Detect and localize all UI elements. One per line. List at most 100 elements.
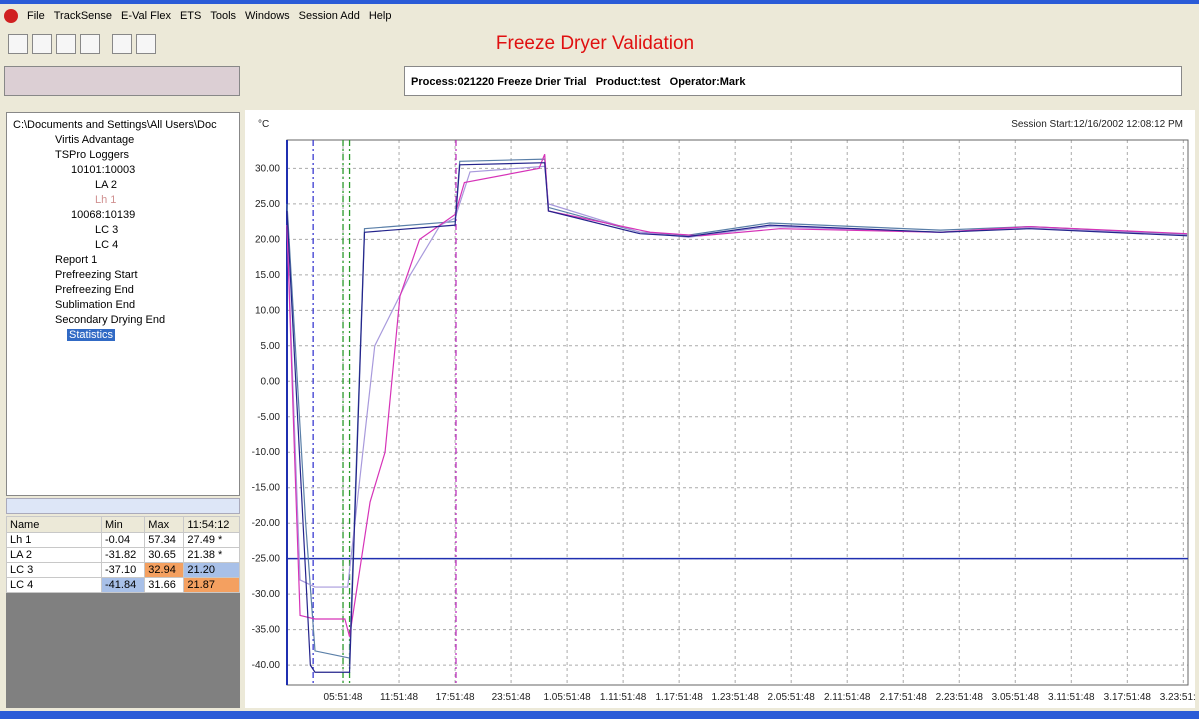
cell: LA 2 (6, 547, 102, 563)
cell: LC 4 (6, 577, 102, 593)
cell: 32.94 (144, 562, 185, 578)
unit-label: °C (258, 119, 269, 130)
tree-item[interactable]: Lh 1 (95, 194, 117, 206)
process: Process:021220 Freeze Drier Trial (411, 76, 587, 88)
cell: -31.82 (100, 547, 146, 563)
cell: -0.04 (100, 532, 146, 548)
tool-button[interactable] (32, 34, 52, 54)
series-line (286, 162, 1188, 673)
x-tick-label: 17:51:48 (436, 692, 475, 703)
tree-panel: C:\Documents and Settings\All Users\Doc … (6, 112, 240, 496)
y-tick-label: -15.00 (252, 483, 281, 494)
series-line (286, 153, 1188, 637)
series-line (286, 165, 1188, 588)
menu-item[interactable]: Windows (245, 10, 290, 22)
tree-item[interactable]: Prefreezing End (55, 284, 134, 296)
y-tick-label: -25.00 (252, 554, 281, 565)
cell: Lh 1 (6, 532, 102, 548)
cell: -41.84 (100, 577, 146, 593)
x-tick-label: 3.05:51:48 (992, 692, 1040, 703)
menu-item[interactable]: Session Add (298, 10, 360, 22)
y-tick-label: 10.00 (255, 305, 280, 316)
tool-button[interactable] (80, 34, 100, 54)
tree-item[interactable]: LA 2 (95, 179, 118, 191)
y-tick-label: 0.00 (261, 376, 281, 387)
y-tick-label: 5.00 (261, 341, 281, 352)
x-tick-label: 05:51:48 (324, 692, 363, 703)
tree-item[interactable]: Virtis Advantage (55, 134, 135, 146)
cell: 21.20 (183, 562, 240, 578)
x-tick-label: 11:51:48 (380, 692, 419, 703)
plot-frame (286, 139, 1189, 686)
x-tick-label: 2.23:51:48 (936, 692, 984, 703)
tool-button[interactable] (56, 34, 76, 54)
tree-item[interactable]: LC 4 (95, 239, 119, 251)
tree-item[interactable]: Statistics (67, 329, 116, 341)
tree-item[interactable]: 10101:10003 (71, 164, 136, 176)
cell: 57.34 (144, 532, 185, 548)
menu-item[interactable]: ETS (179, 10, 202, 22)
menu-item[interactable]: File (27, 10, 45, 22)
product: Product:test (595, 76, 661, 88)
menu-item[interactable]: Tools (210, 10, 237, 22)
cell: -37.10 (100, 562, 146, 578)
header-cell: Max (144, 516, 185, 533)
y-tick-label: -10.00 (252, 447, 281, 458)
tree-item[interactable]: 10068:10139 (71, 209, 136, 221)
tree-item[interactable]: Secondary Drying End (55, 314, 166, 326)
cell: LC 3 (6, 562, 102, 578)
header-cell: Min (100, 516, 146, 533)
operator: Operator:Mark (669, 76, 746, 88)
header-cell: 11:54:12 (183, 516, 240, 533)
x-tick-label: 1.05:51:48 (543, 692, 591, 703)
y-tick-label: -40.00 (252, 660, 281, 671)
menu-item[interactable]: E-Val Flex (121, 10, 171, 22)
tree-item[interactable]: LC 3 (95, 224, 119, 236)
tree-item[interactable]: C:\Documents and Settings\All Users\Doc (13, 119, 217, 131)
x-tick-label: 3.23:51:48 (1160, 692, 1195, 703)
tree-item[interactable]: TSPro Loggers (55, 149, 129, 161)
app-icon (4, 9, 18, 23)
header-cell: Name (6, 516, 102, 533)
x-tick-label: 2.11:51:48 (824, 692, 871, 703)
y-tick-label: -35.00 (252, 625, 281, 636)
tree-item[interactable]: Sublimation End (55, 299, 136, 311)
menu-item[interactable]: TrackSense (53, 10, 113, 22)
menu-bar: File TrackSense E-Val Flex ETS Tools Windows S… (4, 7, 400, 25)
x-tick-label: 1.17:51:48 (656, 692, 704, 703)
info-bar: Process:021220 Freeze Drier Trial Produc… (404, 66, 1182, 96)
y-tick-label: -20.00 (252, 518, 281, 529)
cell: 21.38 * (183, 547, 240, 563)
x-tick-label: 2.05:51:48 (768, 692, 816, 703)
cell: 31.66 (144, 577, 185, 593)
tree-item[interactable]: Prefreezing Start (55, 269, 138, 281)
y-tick-label: -5.00 (257, 412, 280, 423)
progress-box (4, 66, 240, 96)
y-tick-label: 15.00 (255, 270, 280, 281)
x-tick-label: 3.17:51:48 (1104, 692, 1152, 703)
y-tick-label: -30.00 (252, 589, 281, 600)
tool-button[interactable] (8, 34, 28, 54)
x-tick-label: 3.11:51:48 (1048, 692, 1095, 703)
session-start: Session Start:12/16/2002 12:08:12 PM (1011, 119, 1183, 130)
title-strip (0, 0, 1199, 4)
toolbar (8, 34, 156, 54)
y-tick-label: 25.00 (255, 199, 280, 210)
stats-panel: Name Min Max 11:54:12 Lh 1 -0.04 57.34 27.49 *… (6, 516, 240, 708)
series-line (286, 158, 1188, 659)
menu-item[interactable]: Help (368, 10, 392, 22)
tool-button[interactable] (112, 34, 132, 54)
cell: 21.87 (183, 577, 240, 593)
app-title: Freeze Dryer Validation (495, 33, 695, 54)
cell: 27.49 * (183, 532, 240, 548)
stats-table: Name Min Max 11:54:12 Lh 1 -0.04 57.34 27.49 *… (6, 516, 240, 593)
tree-item[interactable]: Report 1 (55, 254, 98, 266)
y-tick-label: 20.00 (255, 234, 280, 245)
scrollbar[interactable] (6, 498, 240, 514)
x-tick-label: 2.17:51:48 (880, 692, 928, 703)
y-tick-label: 30.00 (255, 163, 280, 174)
x-tick-label: 23:51:48 (492, 692, 531, 703)
x-tick-label: 1.11:51:48 (600, 692, 647, 703)
tool-button[interactable] (136, 34, 156, 54)
